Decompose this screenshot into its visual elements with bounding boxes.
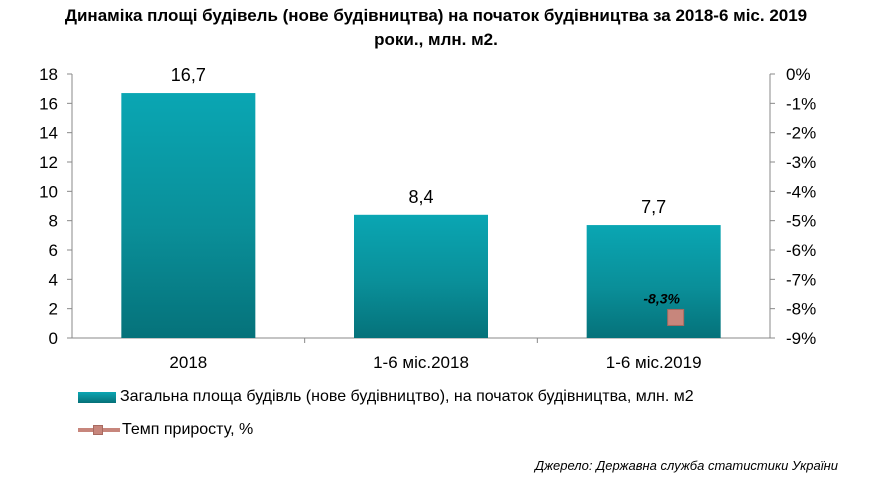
growth-marker — [667, 308, 685, 326]
bar-data-label: 16,7 — [171, 65, 206, 85]
chart-plot: 0 2 4 6 8 10 12 14 16 18 -9% -8% -7% -6% -5% -4% -3% -2% -… — [39, 65, 816, 372]
y-tick-label-left: 0 — [49, 329, 58, 348]
y-tick-label-left: 6 — [49, 241, 58, 260]
x-tick-label: 2018 — [169, 353, 207, 372]
chart-title-line2: роки., млн. м2. — [374, 30, 498, 49]
legend-bar-label: Загальна площа будівль (нове будівництво… — [120, 388, 694, 405]
growth-data-label: -8,3% — [643, 290, 680, 306]
y-tick-label-left: 8 — [49, 212, 58, 231]
legend-line-label: Темп приросту, % — [122, 421, 254, 438]
bar — [354, 214, 488, 338]
y-tick-label-left: 10 — [39, 182, 58, 201]
y-tick-label-left: 4 — [49, 270, 58, 289]
y-tick-label-left: 18 — [39, 65, 58, 84]
y-tick-label-right: -5% — [786, 212, 816, 231]
y-tick-label-right: -9% — [786, 329, 816, 348]
y-tick-label-right: -8% — [786, 300, 816, 319]
y-tick-label-right: 0% — [786, 65, 811, 84]
y-tick-label-right: -3% — [786, 153, 816, 172]
x-tick-label: 1-6 міс.2018 — [373, 353, 469, 372]
y-tick-label-left: 16 — [39, 94, 58, 113]
y-tick-label-right: -4% — [786, 182, 816, 201]
legend-item-line: Темп приросту, % — [78, 421, 253, 439]
legend-bar-swatch — [78, 391, 116, 403]
x-tick-label: 1-6 міс.2019 — [606, 353, 702, 372]
bar-data-label: 7,7 — [641, 197, 666, 217]
bar — [586, 225, 721, 338]
legend-item-bars: Загальна площа будівль (нове будівництво… — [78, 388, 694, 406]
y-tick-label-left: 2 — [49, 300, 58, 319]
y-tick-label-left: 14 — [39, 124, 58, 143]
y-tick-label-right: -7% — [786, 270, 816, 289]
legend-line-swatch — [78, 424, 120, 436]
y-tick-label-right: -2% — [786, 124, 816, 143]
bar — [121, 93, 256, 338]
bar-data-label: 8,4 — [408, 187, 433, 207]
y-tick-label-left: 12 — [39, 153, 58, 172]
y-tick-label-right: -1% — [786, 94, 816, 113]
chart-title: Динаміка площі будівель (нове будівництв… — [0, 4, 872, 52]
y-tick-label-right: -6% — [786, 241, 816, 260]
source-note: Джерело: Державна служба статистики Укра… — [534, 458, 838, 473]
chart-title-line1: Динаміка площі будівель (нове будівництв… — [64, 6, 808, 25]
